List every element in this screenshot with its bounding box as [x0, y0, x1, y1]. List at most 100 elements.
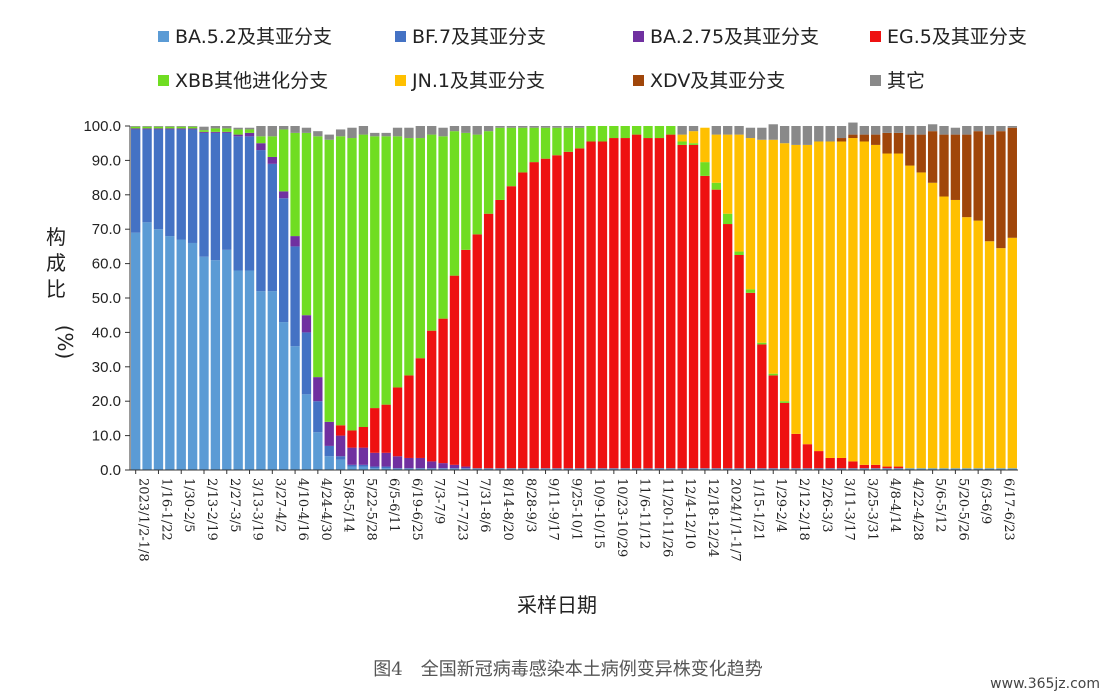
x-tick-label: 10/9-10/15 [591, 478, 606, 549]
bar-segment-1-16 [313, 401, 323, 433]
bar-segment-5-52 [723, 134, 733, 214]
bar-segment-5-71 [939, 196, 949, 469]
bar-segment-0-71 [939, 468, 949, 470]
bar-segment-0-3 [165, 236, 175, 470]
bar-segment-7-1 [142, 126, 152, 127]
y-tick-label: 10.0 [92, 428, 121, 445]
x-tick-label: 4/8-4/14 [887, 478, 902, 533]
bar-segment-2-7 [210, 131, 221, 133]
bar-segment-0-8 [222, 249, 232, 470]
x-tick-label: 2024/1/1-1/7 [728, 478, 743, 562]
bar-segment-4-50 [700, 162, 710, 176]
bar-segment-5-57 [779, 143, 790, 402]
bar-segment-0-58 [791, 468, 801, 470]
bar-segment-2-25 [415, 457, 425, 469]
bar-segment-4-5 [187, 126, 198, 129]
x-tick-label: 5/20-5/26 [955, 478, 970, 541]
bar-segment-6-64 [859, 134, 869, 142]
bar-segment-1-4 [176, 129, 186, 240]
bar-segment-2-4 [176, 128, 186, 130]
bar-segment-0-10 [244, 270, 255, 470]
bar-segment-3-24 [404, 375, 414, 458]
bar-segment-7-63 [848, 122, 858, 135]
bar-segment-3-28 [449, 275, 460, 465]
bar-segment-1-2 [153, 129, 164, 230]
bar-segment-3-46 [654, 138, 665, 469]
bar-segment-4-17 [324, 139, 334, 422]
bar-segment-4-18 [335, 136, 346, 426]
x-tick-label: 6/3-6/9 [978, 478, 993, 524]
bar-segment-7-64 [859, 126, 869, 135]
bar-segment-4-30 [472, 134, 482, 235]
bar-segment-7-54 [745, 127, 756, 139]
bar-segment-5-48 [677, 134, 687, 142]
bar-segment-0-45 [643, 468, 653, 470]
bar-segment-1-6 [199, 132, 209, 257]
bar-segment-3-50 [700, 175, 710, 469]
bar-segment-1-9 [233, 136, 243, 271]
bar-segment-2-8 [222, 131, 232, 133]
bar-segment-0-4 [176, 239, 186, 470]
bar-segment-1-13 [279, 198, 289, 323]
watermark: www.365jz.com [990, 676, 1100, 692]
bar-segment-1-14 [290, 246, 300, 347]
bar-segment-6-75 [984, 134, 995, 242]
bar-segment-0-22 [381, 468, 391, 470]
bar-segment-0-9 [233, 270, 243, 470]
bar-segment-5-77 [1007, 237, 1017, 469]
bar-segment-7-8 [222, 126, 232, 129]
bar-segment-5-60 [814, 141, 824, 452]
bar-segment-7-30 [472, 126, 482, 135]
bar-segment-0-17 [324, 456, 334, 470]
bar-segment-3-66 [882, 466, 892, 469]
x-tick-label: 4/10-4/16 [295, 478, 310, 541]
bar-segment-6-66 [882, 132, 892, 154]
bar-segment-0-49 [688, 468, 699, 470]
bar-segment-2-22 [381, 452, 391, 467]
bar-segment-3-29 [461, 249, 471, 467]
bar-segment-4-27 [438, 136, 448, 319]
bar-segment-0-26 [427, 468, 437, 470]
bar-segment-0-2 [153, 229, 164, 470]
bar-segment-2-13 [279, 191, 289, 199]
bar-segment-7-26 [427, 126, 437, 135]
bar-segment-3-59 [802, 444, 813, 469]
bar-segment-2-26 [427, 461, 437, 469]
figure-caption: 图4 全国新冠病毒感染本土病例变异株变化趋势 [373, 659, 762, 680]
legend-swatch [158, 75, 169, 86]
y-axis-title-line2: (%) [53, 325, 77, 360]
bar-segment-0-47 [666, 468, 676, 470]
bar-segment-3-39 [575, 148, 585, 469]
bar-segment-0-16 [313, 432, 323, 470]
bar-segment-3-41 [597, 141, 608, 469]
bar-segment-6-76 [996, 131, 1006, 249]
bar-segment-0-73 [962, 468, 972, 470]
bar-segment-4-20 [358, 134, 369, 427]
bar-segment-3-32 [495, 199, 505, 469]
bar-segment-3-26 [427, 330, 437, 462]
bar-segment-4-2 [153, 126, 164, 129]
bar-segment-0-14 [290, 346, 300, 470]
bar-segment-2-19 [347, 447, 357, 465]
x-tick-label: 11/20-11/26 [659, 478, 674, 557]
bar-segment-3-31 [483, 213, 494, 469]
bar-segment-4-7 [210, 128, 221, 132]
bar-segment-7-20 [358, 126, 369, 135]
bar-segment-5-68 [905, 165, 915, 469]
bar-segment-7-23 [392, 127, 403, 137]
bar-segment-1-10 [244, 136, 255, 271]
bar-segment-0-12 [267, 291, 277, 470]
bar-segment-0-39 [575, 468, 585, 470]
bar-segment-5-56 [768, 139, 778, 374]
bar-segment-1-8 [222, 132, 232, 250]
bar-segment-6-67 [893, 132, 904, 154]
bar-segment-4-28 [449, 131, 460, 276]
bar-segment-4-14 [290, 132, 300, 237]
bar-segment-0-0 [131, 232, 141, 470]
bar-segment-7-27 [438, 127, 448, 137]
x-tick-label: 1/29-2/4 [773, 478, 788, 533]
bar-segment-3-43 [620, 138, 630, 469]
x-tick-label: 11/6-11/12 [637, 478, 652, 549]
bar-segment-7-61 [825, 126, 835, 142]
bar-segment-0-25 [415, 468, 425, 470]
